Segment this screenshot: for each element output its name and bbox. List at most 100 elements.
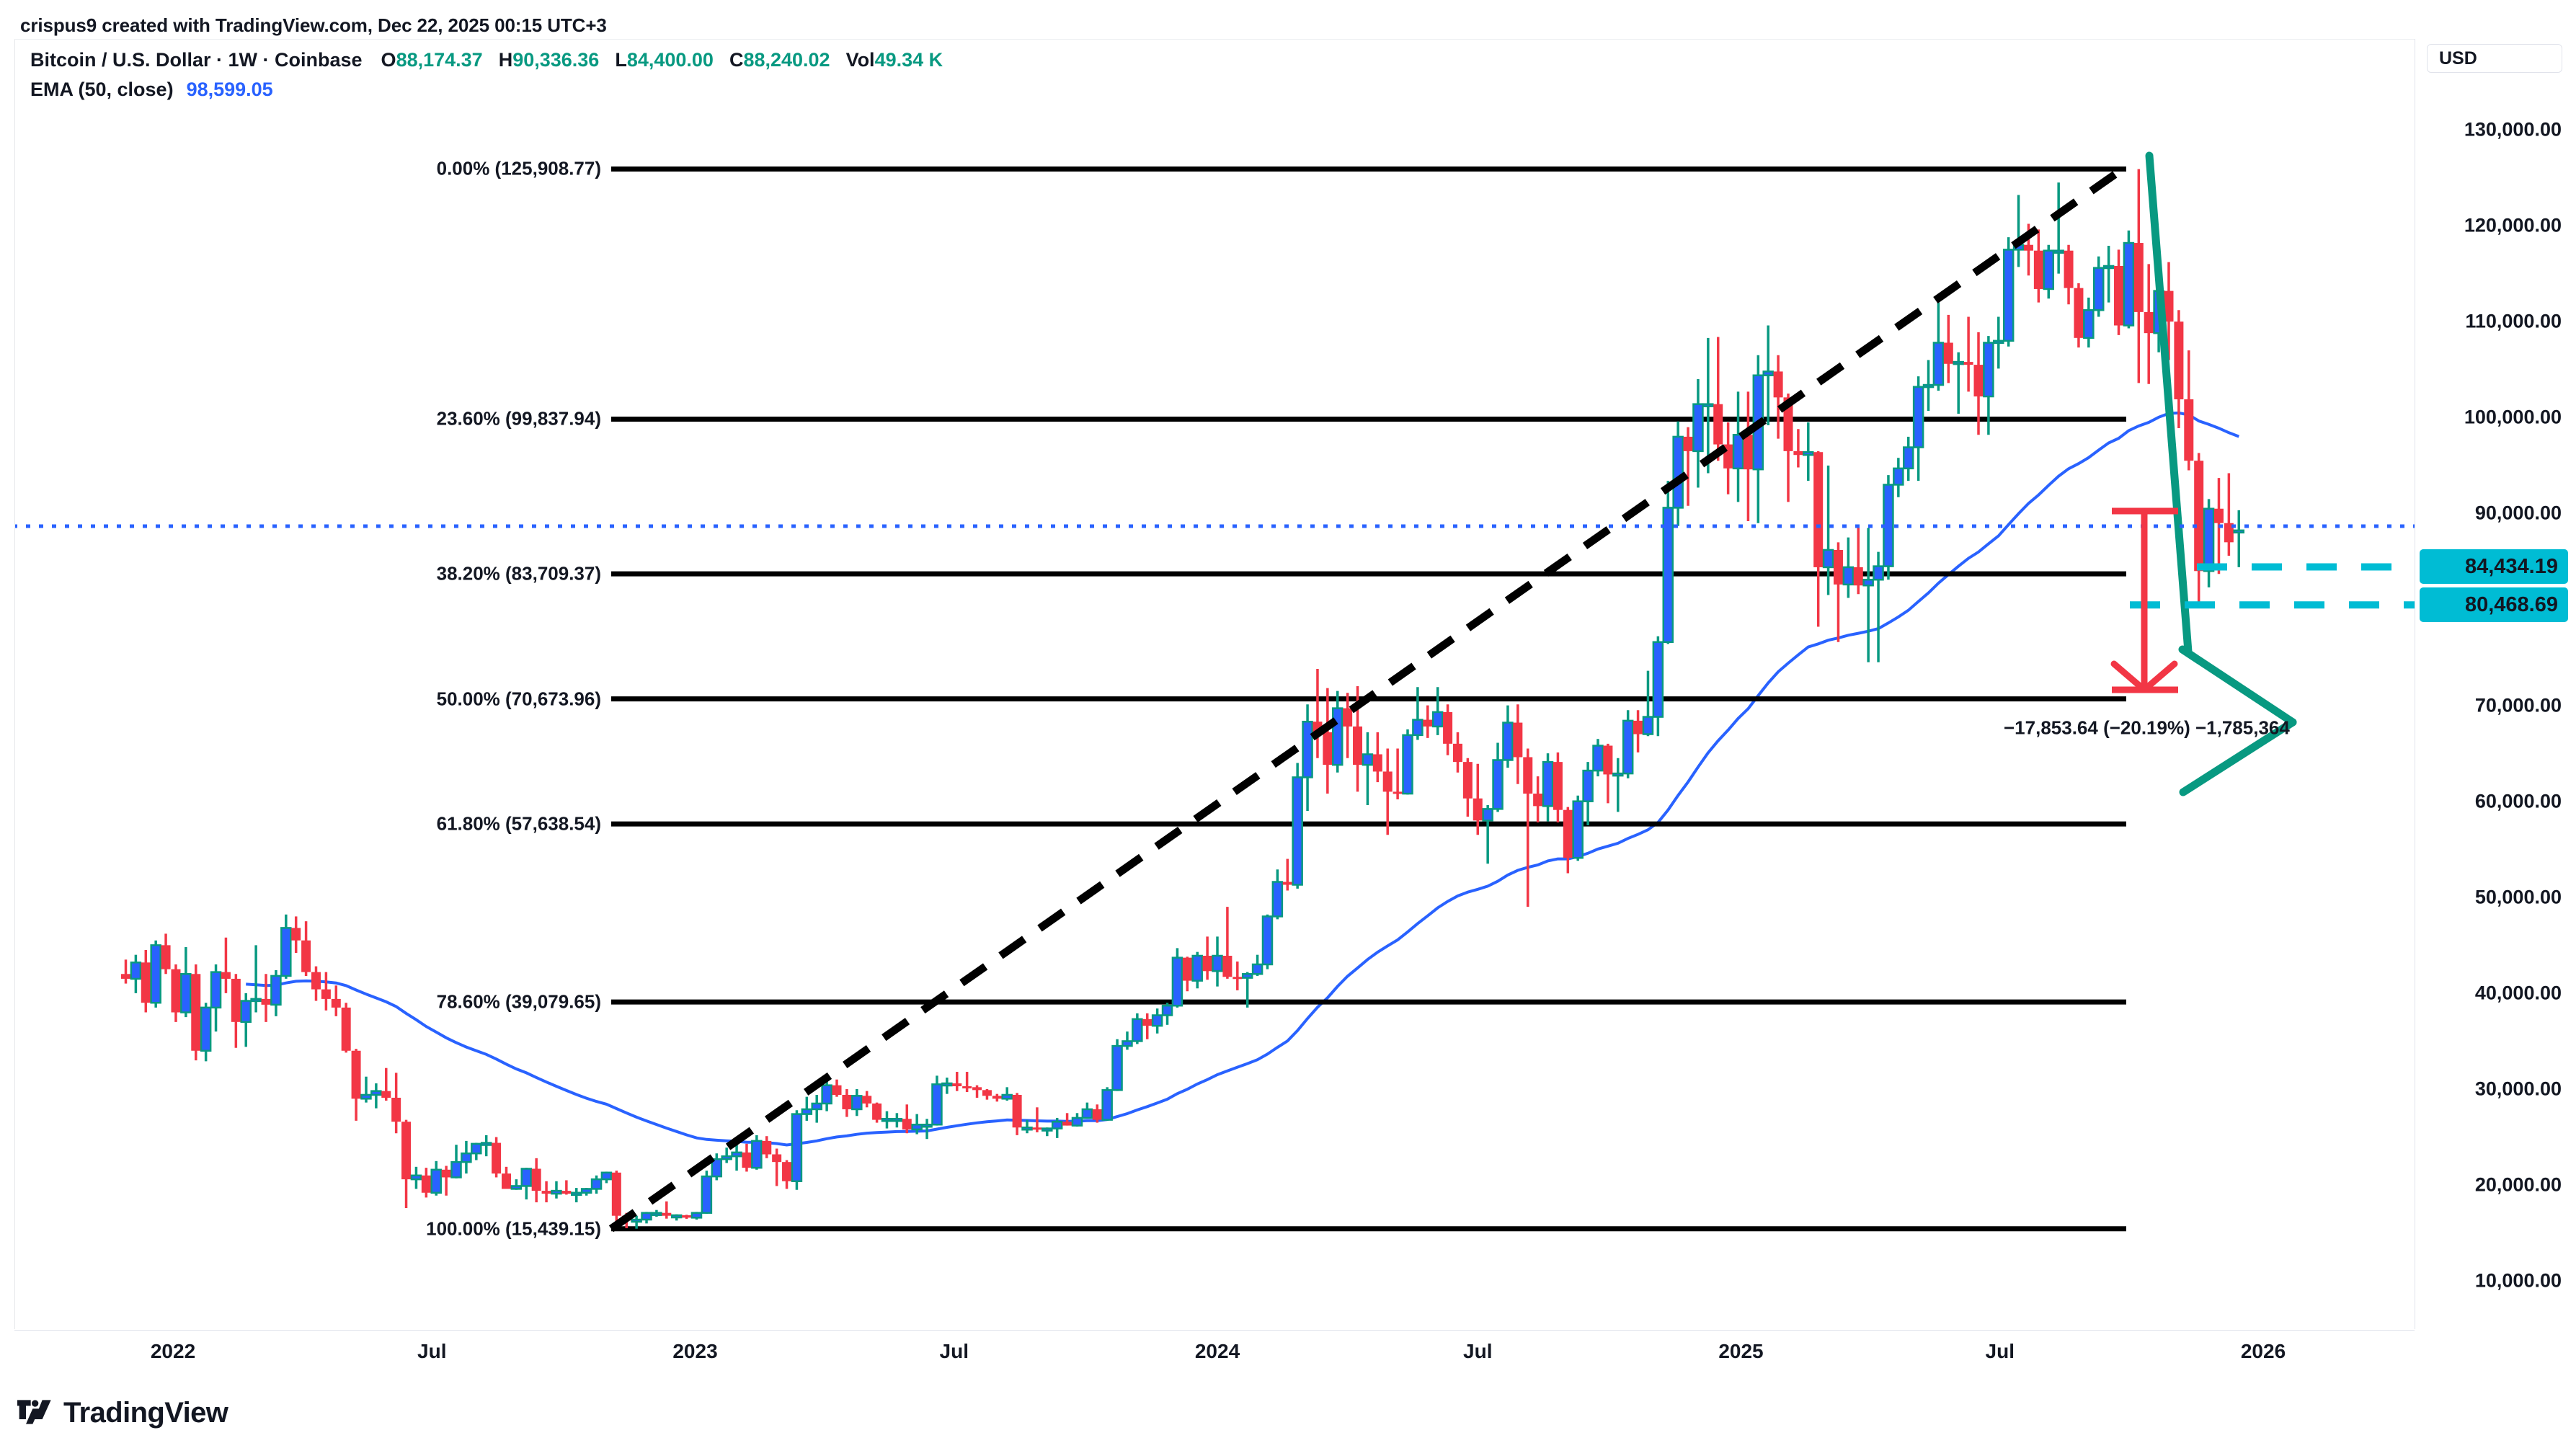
candle-body[interactable] <box>311 972 321 990</box>
candle-body[interactable] <box>541 1191 551 1194</box>
price-target-chip[interactable]: 84,434.19 <box>2420 549 2568 585</box>
candle-body[interactable] <box>1323 732 1333 765</box>
candle-body[interactable] <box>1592 745 1604 772</box>
candle-body[interactable] <box>1122 1040 1133 1047</box>
candle-body[interactable] <box>410 1174 422 1181</box>
candle-body[interactable] <box>801 1108 813 1115</box>
candle-body[interactable] <box>240 1000 252 1024</box>
candle-body[interactable] <box>2123 241 2135 327</box>
candle-body[interactable] <box>450 1160 462 1178</box>
candle-body[interactable] <box>2033 250 2043 289</box>
candle-body[interactable] <box>360 1093 372 1100</box>
ema-50-path[interactable] <box>246 411 2240 1147</box>
candle-body[interactable] <box>2164 290 2174 322</box>
candle-body[interactable] <box>1713 404 1723 445</box>
candle-body[interactable] <box>291 928 301 941</box>
candle-body[interactable] <box>1171 956 1183 1007</box>
candle-body[interactable] <box>1423 719 1433 727</box>
candle-body[interactable] <box>2102 265 2115 270</box>
candle-body[interactable] <box>972 1087 982 1091</box>
candle-body[interactable] <box>1912 386 1924 448</box>
candle-body[interactable] <box>231 978 241 1022</box>
candle-body[interactable] <box>2053 249 2064 254</box>
candle-body[interactable] <box>1692 403 1704 453</box>
candle-body[interactable] <box>1783 397 1793 451</box>
candle-body[interactable] <box>1603 745 1613 775</box>
candle-body[interactable] <box>561 1191 572 1194</box>
candle-body[interactable] <box>1261 915 1274 966</box>
candle-body[interactable] <box>1202 955 1212 972</box>
candle-body[interactable] <box>430 1168 442 1194</box>
candle-body[interactable] <box>811 1102 822 1111</box>
candle-body[interactable] <box>2074 288 2084 338</box>
candle-body[interactable] <box>1151 1014 1163 1027</box>
candle-body[interactable] <box>1833 549 1843 585</box>
candle-body[interactable] <box>1101 1089 1113 1121</box>
candle-body[interactable] <box>1001 1093 1013 1100</box>
candle-body[interactable] <box>731 1151 742 1158</box>
candle-body[interactable] <box>1492 759 1504 810</box>
candle-body[interactable] <box>911 1123 923 1131</box>
candle-body[interactable] <box>1873 565 1884 581</box>
candle-body[interactable] <box>701 1175 713 1214</box>
candle-body[interactable] <box>2092 267 2105 311</box>
candle-body[interactable] <box>2194 461 2204 572</box>
candle-body[interactable] <box>461 1152 472 1163</box>
candle-body[interactable] <box>1502 722 1514 761</box>
candle-body[interactable] <box>1883 484 1894 567</box>
candle-body[interactable] <box>1222 955 1233 977</box>
candle-body[interactable] <box>280 927 292 977</box>
candle-body[interactable] <box>1191 954 1203 982</box>
candle-body[interactable] <box>1513 722 1523 758</box>
candle-body[interactable] <box>1953 360 1964 365</box>
candle-body[interactable] <box>821 1084 832 1105</box>
candle-body[interactable] <box>1142 1018 1152 1026</box>
candle-body[interactable] <box>1482 808 1493 822</box>
candle-body[interactable] <box>171 969 181 1013</box>
candle-body[interactable] <box>902 1119 912 1129</box>
candle-body[interactable] <box>141 962 151 1003</box>
candle-body[interactable] <box>670 1214 683 1219</box>
candle-body[interactable] <box>1762 370 1774 376</box>
candle-body[interactable] <box>492 1142 502 1174</box>
candle-body[interactable] <box>370 1090 382 1096</box>
candle-body[interactable] <box>791 1113 803 1183</box>
candle-body[interactable] <box>2064 250 2074 288</box>
candle-body[interactable] <box>2043 249 2055 290</box>
candle-body[interactable] <box>120 974 130 979</box>
legend-symbol-row[interactable]: Bitcoin / U.S. Dollar · 1W · Coinbase O8… <box>30 49 943 71</box>
candle-body[interactable] <box>270 975 282 1006</box>
candle-body[interactable] <box>621 1215 631 1221</box>
candle-body[interactable] <box>2023 244 2033 251</box>
candle-body[interactable] <box>742 1152 752 1168</box>
candle-body[interactable] <box>180 973 192 1013</box>
candle-body[interactable] <box>150 944 161 1004</box>
candle-body[interactable] <box>520 1168 533 1187</box>
candle-body[interactable] <box>2174 321 2184 400</box>
candle-body[interactable] <box>1523 757 1533 794</box>
candle-body[interactable] <box>1813 452 1824 567</box>
candle-body[interactable] <box>941 1082 953 1087</box>
candle-body[interactable] <box>1943 342 1953 364</box>
candle-body[interactable] <box>1752 374 1764 471</box>
candle-body[interactable] <box>1683 436 1693 451</box>
candle-body[interactable] <box>682 1215 692 1218</box>
candle-body[interactable] <box>1612 772 1624 777</box>
currency-chip[interactable]: USD <box>2427 44 2562 73</box>
candle-body[interactable] <box>631 1218 642 1223</box>
candle-body[interactable] <box>1563 809 1573 858</box>
candle-body[interactable] <box>962 1086 972 1089</box>
candle-body[interactable] <box>721 1155 732 1160</box>
pattern-upper-line[interactable] <box>2178 645 2297 727</box>
candle-body[interactable] <box>1932 342 1945 386</box>
candle-body[interactable] <box>1803 450 1814 456</box>
candle-body[interactable] <box>1431 711 1444 728</box>
candle-body[interactable] <box>1081 1108 1093 1119</box>
candle-body[interactable] <box>2233 529 2245 534</box>
candle-body[interactable] <box>1132 1018 1143 1042</box>
candle-body[interactable] <box>421 1175 431 1193</box>
candle-body[interactable] <box>600 1171 613 1181</box>
candle-body[interactable] <box>982 1090 992 1096</box>
candle-body[interactable] <box>1672 435 1684 509</box>
candle-body[interactable] <box>921 1123 933 1128</box>
